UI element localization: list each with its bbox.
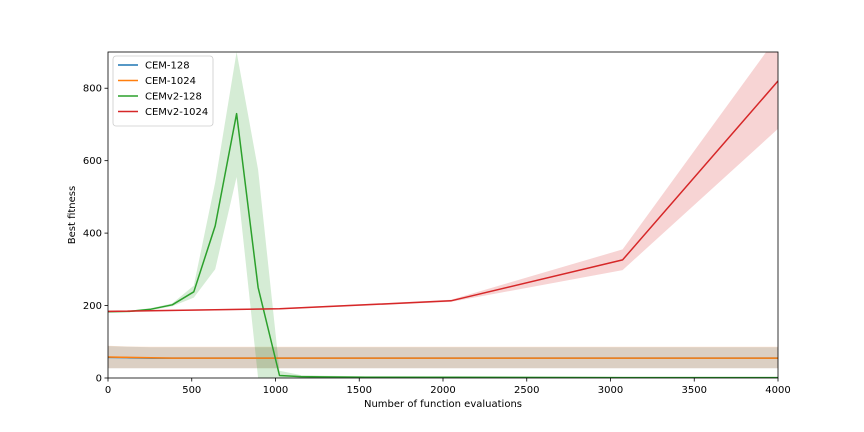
legend-label-cemv2-1024: CEMv2-1024 xyxy=(145,107,208,118)
x-tick-label: 2000 xyxy=(430,385,455,396)
band-cem-1024 xyxy=(108,345,778,369)
legend-label-cemv2-128: CEMv2-128 xyxy=(145,92,202,103)
x-tick-label: 1500 xyxy=(347,385,372,396)
legend-label-cem-128: CEM-128 xyxy=(145,61,190,72)
confidence-bands xyxy=(108,52,778,378)
legend-box xyxy=(112,55,214,127)
y-tick-label: 800 xyxy=(83,84,102,95)
x-tick-label: 4000 xyxy=(765,385,790,396)
x-tick-label: 0 xyxy=(105,385,111,396)
y-tick-label: 0 xyxy=(96,374,102,385)
y-tick-label: 400 xyxy=(83,229,102,240)
series-lines xyxy=(108,80,778,378)
x-tick-label: 1000 xyxy=(263,385,288,396)
x-axis-label: Number of function evaluations xyxy=(364,399,522,410)
y-tick-label: 600 xyxy=(83,156,102,167)
legend-label-cem-1024: CEM-1024 xyxy=(145,76,196,87)
x-tick-label: 500 xyxy=(182,385,201,396)
band-cemv2-128 xyxy=(108,52,778,378)
line-cem-1024 xyxy=(108,356,778,359)
x-axis: 0 500 1000 1500 2000 2500 3000 3500 4000 xyxy=(105,378,791,396)
band-cem-128 xyxy=(108,346,778,369)
x-tick-label: 3000 xyxy=(598,385,623,396)
y-axis: 0 200 400 600 800 xyxy=(83,84,108,385)
y-axis-label: Best fitness xyxy=(67,186,78,244)
legend: CEM-128 CEM-1024 CEMv2-128 CEMv2-1024 xyxy=(112,55,214,127)
line-cemv2-1024 xyxy=(108,80,778,313)
x-tick-label: 2500 xyxy=(514,385,539,396)
x-tick-label: 3500 xyxy=(682,385,707,396)
line-cemv2-128 xyxy=(108,112,778,378)
y-tick-label: 200 xyxy=(83,301,102,312)
